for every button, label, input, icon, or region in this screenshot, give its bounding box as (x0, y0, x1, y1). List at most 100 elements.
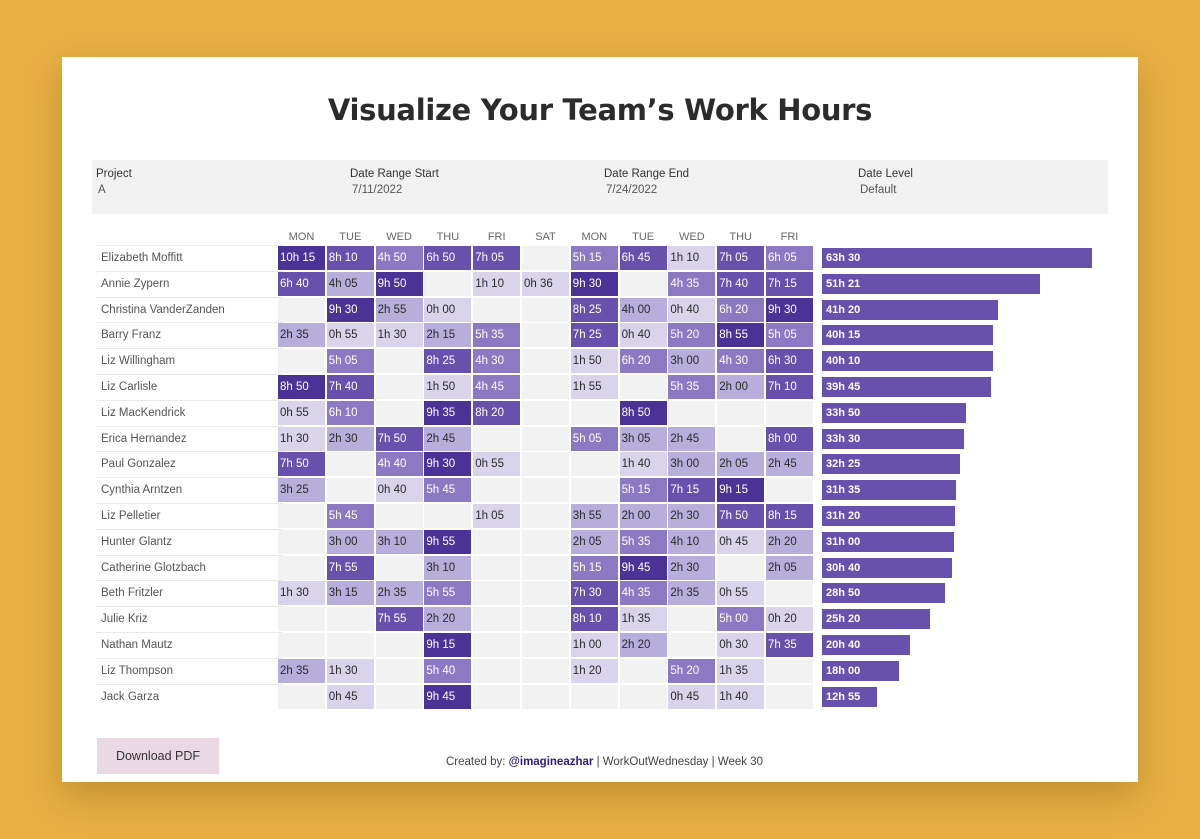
total-hours-bar[interactable]: 40h 15 (822, 325, 993, 346)
heatmap-cell[interactable] (717, 555, 765, 580)
heatmap-cell[interactable]: 4h 30 (473, 349, 521, 374)
heatmap-cell[interactable] (570, 452, 618, 477)
heatmap-cell[interactable] (473, 529, 521, 554)
heatmap-cell[interactable]: 7h 15 (668, 478, 716, 503)
heatmap-cell[interactable] (375, 349, 423, 374)
heatmap-cell[interactable]: 9h 15 (717, 478, 765, 503)
heatmap-cell[interactable] (668, 400, 716, 425)
heatmap-cell[interactable] (717, 426, 765, 451)
heatmap-cell[interactable]: 2h 35 (375, 581, 423, 606)
heatmap-cell[interactable]: 3h 10 (424, 555, 472, 580)
filter-date-range-end[interactable]: Date Range End 7/24/2022 (604, 168, 844, 196)
heatmap-cell[interactable] (570, 400, 618, 425)
heatmap-cell[interactable]: 2h 20 (424, 607, 472, 632)
heatmap-cell[interactable]: 5h 20 (668, 658, 716, 683)
heatmap-cell[interactable] (278, 555, 325, 580)
heatmap-cell[interactable] (522, 297, 569, 322)
heatmap-cell[interactable] (522, 426, 569, 451)
heatmap-cell[interactable] (375, 400, 423, 425)
heatmap-cell[interactable]: 6h 05 (766, 246, 813, 270)
heatmap-cell[interactable] (522, 633, 569, 657)
total-hours-bar[interactable]: 51h 21 (822, 273, 1040, 294)
heatmap-cell[interactable]: 5h 35 (473, 323, 521, 348)
heatmap-cell[interactable]: 0h 20 (766, 607, 813, 632)
heatmap-cell[interactable]: 3h 00 (668, 452, 716, 477)
heatmap-cell[interactable]: 2h 00 (619, 504, 667, 528)
total-hours-bar[interactable]: 28h 50 (822, 583, 945, 604)
heatmap-cell[interactable] (278, 607, 325, 632)
heatmap-cell[interactable]: 7h 15 (766, 271, 813, 296)
total-hours-bar[interactable]: 31h 20 (822, 506, 955, 526)
heatmap-cell[interactable]: 5h 45 (424, 478, 472, 503)
heatmap-cell[interactable]: 2h 30 (668, 555, 716, 580)
heatmap-cell[interactable]: 0h 55 (326, 323, 374, 348)
heatmap-cell[interactable] (278, 297, 325, 322)
heatmap-cell[interactable]: 1h 30 (278, 581, 325, 606)
filter-date-level[interactable]: Date Level Default (858, 168, 1098, 196)
heatmap-cell[interactable]: 10h 15 (278, 246, 325, 270)
heatmap-cell[interactable] (278, 684, 325, 709)
heatmap-cell[interactable]: 0h 36 (522, 271, 569, 296)
heatmap-cell[interactable]: 8h 10 (326, 246, 374, 270)
heatmap-cell[interactable]: 1h 10 (668, 246, 716, 270)
heatmap-cell[interactable]: 5h 05 (766, 323, 813, 348)
heatmap-cell[interactable]: 5h 15 (619, 478, 667, 503)
heatmap-cell[interactable]: 3h 10 (375, 529, 423, 554)
total-hours-bar[interactable]: 31h 00 (822, 531, 954, 552)
heatmap-cell[interactable]: 4h 35 (619, 581, 667, 606)
heatmap-cell[interactable] (473, 478, 521, 503)
heatmap-cell[interactable]: 4h 50 (375, 246, 423, 270)
heatmap-cell[interactable]: 2h 45 (668, 426, 716, 451)
heatmap-cell[interactable]: 7h 50 (375, 426, 423, 451)
filter-date-range-start[interactable]: Date Range Start 7/11/2022 (350, 168, 590, 196)
heatmap-cell[interactable]: 1h 50 (570, 349, 618, 374)
heatmap-cell[interactable] (473, 555, 521, 580)
heatmap-cell[interactable]: 0h 45 (326, 684, 374, 709)
heatmap-cell[interactable]: 6h 40 (278, 271, 325, 296)
heatmap-cell[interactable]: 7h 55 (375, 607, 423, 632)
heatmap-cell[interactable]: 4h 00 (619, 297, 667, 322)
heatmap-cell[interactable] (668, 633, 716, 657)
heatmap-cell[interactable]: 1h 20 (570, 658, 618, 683)
heatmap-cell[interactable] (522, 607, 569, 632)
heatmap-cell[interactable] (522, 400, 569, 425)
heatmap-cell[interactable] (766, 658, 813, 683)
filter-value[interactable]: 7/24/2022 (606, 184, 658, 196)
heatmap-cell[interactable]: 4h 45 (473, 375, 521, 399)
heatmap-cell[interactable]: 2h 45 (766, 452, 813, 477)
heatmap-cell[interactable] (522, 349, 569, 374)
heatmap-cell[interactable] (522, 555, 569, 580)
heatmap-cell[interactable] (473, 633, 521, 657)
heatmap-cell[interactable]: 4h 10 (668, 529, 716, 554)
heatmap-cell[interactable]: 2h 20 (766, 529, 813, 554)
heatmap-cell[interactable]: 4h 40 (375, 452, 423, 477)
heatmap-cell[interactable]: 7h 05 (717, 246, 765, 270)
heatmap-cell[interactable]: 3h 25 (278, 478, 325, 503)
heatmap-cell[interactable]: 5h 20 (668, 323, 716, 348)
total-hours-bar[interactable]: 30h 40 (822, 557, 952, 578)
heatmap-cell[interactable] (375, 684, 423, 709)
heatmap-cell[interactable]: 1h 50 (424, 375, 472, 399)
heatmap-cell[interactable] (522, 478, 569, 503)
heatmap-cell[interactable]: 4h 30 (717, 349, 765, 374)
heatmap-cell[interactable] (278, 349, 325, 374)
heatmap-cell[interactable]: 1h 05 (473, 504, 521, 528)
total-hours-bar[interactable]: 20h 40 (822, 635, 910, 655)
heatmap-cell[interactable]: 5h 45 (326, 504, 374, 528)
heatmap-cell[interactable] (326, 452, 374, 477)
heatmap-cell[interactable] (522, 452, 569, 477)
heatmap-cell[interactable]: 0h 30 (717, 633, 765, 657)
heatmap-cell[interactable] (717, 400, 765, 425)
heatmap-cell[interactable] (522, 684, 569, 709)
total-hours-bar[interactable]: 33h 50 (822, 402, 966, 423)
heatmap-cell[interactable]: 9h 45 (619, 555, 667, 580)
heatmap-cell[interactable]: 5h 05 (570, 426, 618, 451)
heatmap-cell[interactable]: 2h 20 (619, 633, 667, 657)
heatmap-cell[interactable] (766, 684, 813, 709)
heatmap-cell[interactable]: 9h 45 (424, 684, 472, 709)
heatmap-cell[interactable]: 5h 40 (424, 658, 472, 683)
heatmap-cell[interactable]: 1h 30 (375, 323, 423, 348)
heatmap-cell[interactable] (278, 529, 325, 554)
heatmap-cell[interactable]: 3h 00 (326, 529, 374, 554)
heatmap-cell[interactable] (375, 555, 423, 580)
